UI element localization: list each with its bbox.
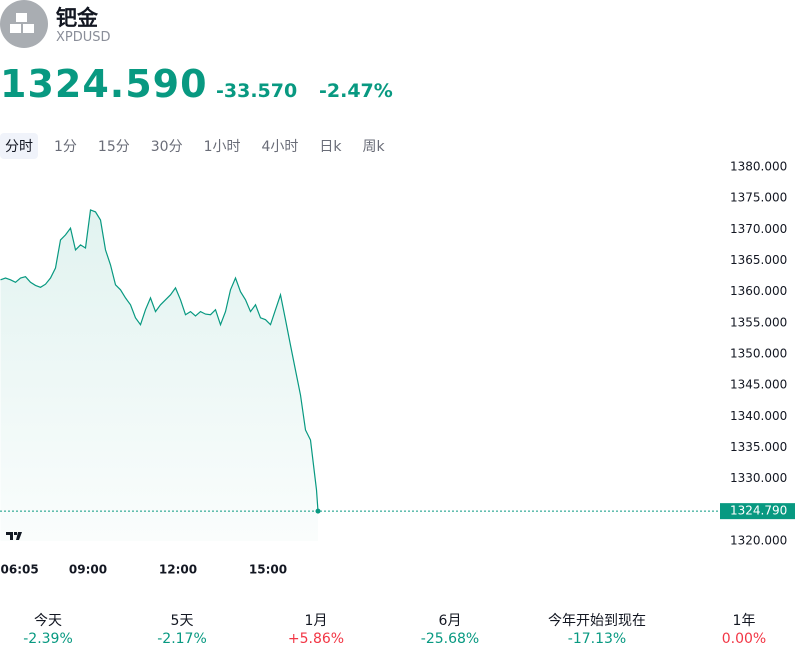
performance-value: -25.68% [420,631,480,647]
interval-tab[interactable]: 4小时 [261,139,299,155]
x-tick-label: 09:00 [69,563,107,577]
interval-tab[interactable]: 分时 [0,133,38,159]
y-tick-label: 1330.000 [730,471,787,485]
interval-tab[interactable]: 周k [362,139,385,155]
price-change: -33.570 [216,80,298,102]
performance-item: 今天 -2.39% [23,610,73,647]
interval-tabs: 分时 1分 15分 30分 1小时 4小时 日k 周k [0,133,401,159]
y-tick-label: 1345.000 [730,378,787,392]
interval-tab[interactable]: 15分 [97,139,130,155]
performance-item: 6月 -25.68% [421,610,479,647]
interval-tab[interactable]: 1小时 [203,139,241,155]
interval-tab[interactable]: 日k [319,139,342,155]
y-tick-label: 1350.000 [730,347,787,361]
interval-tab[interactable]: 1分 [54,139,77,155]
y-tick-label: 1320.000 [730,534,787,548]
y-tick-label: 1370.000 [730,222,787,236]
performance-value: 0.00% [721,631,767,647]
performance-label: 6月 [438,613,462,629]
interval-tab[interactable]: 30分 [150,139,183,155]
y-tick-label: 1360.000 [730,284,787,298]
last-price-badge [720,503,795,520]
performance-item: 1月 +5.86% [288,610,344,647]
y-tick-label: 1335.000 [730,440,787,454]
performance-item: 5天 -2.17% [157,610,207,647]
x-tick-label: 06:05 [1,563,39,577]
y-tick-label: 1375.000 [730,191,787,205]
performance-value: -2.39% [23,631,73,647]
performance-label: 1年 [732,613,756,629]
performance-label: 1月 [304,613,328,629]
y-tick-label: 1365.000 [730,253,787,267]
performance-label: 今年开始到现在 [548,613,646,629]
performance-value: -17.13% [567,631,627,647]
x-tick-label: 15:00 [249,563,287,577]
performance-item: 1年 0.00% [722,610,766,647]
performance-label: 今天 [34,613,62,629]
asset-symbol: XPDUSD [56,30,111,45]
price-change-percent: -2.47% [319,80,393,102]
y-tick-label: 1380.000 [730,160,787,174]
price-line [0,209,319,512]
x-tick-label: 12:00 [159,563,197,577]
asset-name: 钯金 [56,6,98,30]
area [0,210,318,541]
performance-item: 今年开始到现在 -17.13% [548,610,646,647]
last-price-label: 1324.790 [730,504,787,518]
performance-label: 5天 [170,613,194,629]
y-tick-label: 1340.000 [730,409,787,423]
asset-icon [0,0,48,48]
y-tick-label: 1355.000 [730,315,787,329]
last-point [315,508,321,514]
price: 1324.590 [0,62,208,106]
performance-value: -2.17% [157,631,207,647]
performance-value: +5.86% [287,631,345,647]
